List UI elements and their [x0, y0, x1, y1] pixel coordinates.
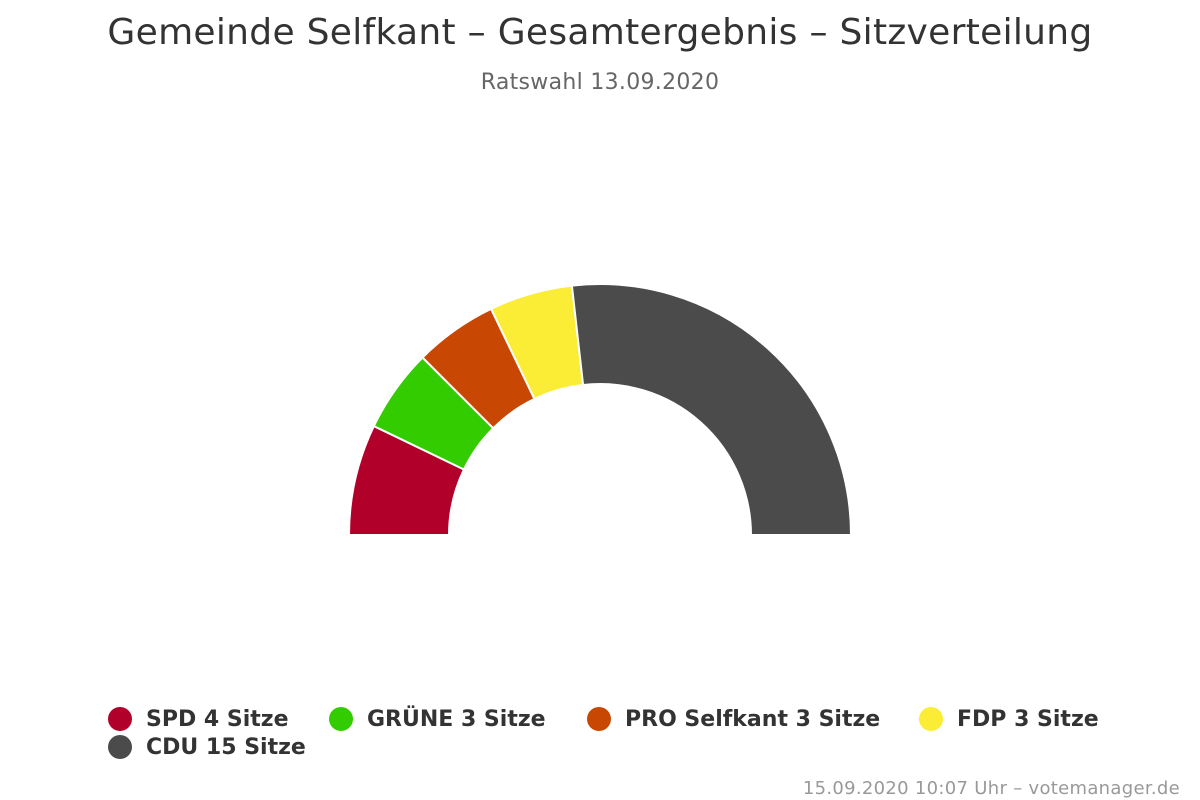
legend-label-pro-selfkant: PRO Selfkant 3 Sitze [625, 706, 881, 732]
chart-subtitle: Ratswahl 13.09.2020 [480, 70, 720, 95]
legend-dot-fdp [919, 707, 943, 731]
chart-title: Gemeinde Selfkant – Gesamtergebnis – Sit… [107, 12, 1093, 53]
legend-item-spd[interactable]: SPD 4 Sitze [108, 704, 288, 734]
legend-item-fdp[interactable]: FDP 3 Sitze [919, 704, 1099, 734]
legend-label-gruene: GRÜNE 3 Sitze [367, 706, 546, 732]
legend-label-fdp: FDP 3 Sitze [957, 706, 1099, 732]
credits[interactable]: 15.09.2020 10:07 Uhr – votemanager.de [802, 778, 1180, 799]
legend-dot-gruene [329, 707, 353, 731]
legend-item-gruene[interactable]: GRÜNE 3 Sitze [329, 704, 546, 734]
legend-item-cdu[interactable]: CDU 15 Sitze [108, 732, 306, 762]
legend-item-pro-selfkant[interactable]: PRO Selfkant 3 Sitze [587, 704, 880, 734]
legend-label-cdu: CDU 15 Sitze [146, 734, 306, 760]
legend-dot-pro-selfkant [587, 707, 611, 731]
legend-dot-cdu [108, 735, 132, 759]
legend-dot-spd [108, 707, 132, 731]
legend-label-spd: SPD 4 Sitze [146, 706, 289, 732]
slice-cdu[interactable] [570, 283, 852, 536]
